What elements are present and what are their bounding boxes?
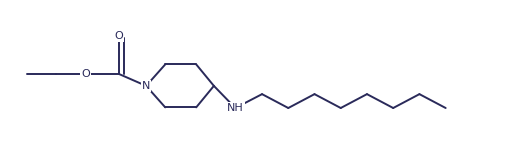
Text: O: O [115,31,123,41]
Text: O: O [81,69,90,79]
Text: NH: NH [227,103,244,113]
Text: N: N [142,81,150,91]
